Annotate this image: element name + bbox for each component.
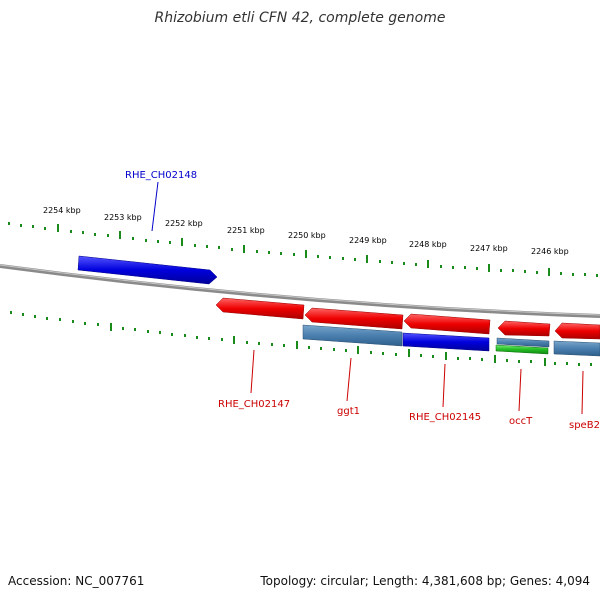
scale-label-2248: 2248 kbp [409, 240, 447, 249]
gene-arrow-speB2[interactable] [554, 322, 600, 340]
map-title: Rhizobium etli CFN 42, complete genome [154, 10, 446, 26]
gene-arrow-RHE_CH02145[interactable] [403, 313, 491, 335]
leader-ggt1 [346, 357, 352, 402]
lower-scale [10, 311, 592, 366]
gene-label-speB2[interactable]: speB2 [569, 420, 600, 431]
accession-text: Accession: NC_007761 [8, 574, 145, 588]
leader-RHE_CH02145 [442, 363, 446, 408]
genome-backbone-highlight [0, 264, 600, 316]
cds-bar-speB2[interactable] [553, 340, 600, 357]
rna-bar-occT[interactable] [495, 344, 549, 355]
gene-label-RHE_CH02147[interactable]: RHE_CH02147 [218, 399, 290, 410]
cds-bar-ggt1[interactable] [302, 324, 403, 347]
scale-label-2249: 2249 kbp [349, 236, 387, 245]
gene-label-occT[interactable]: occT [509, 416, 533, 427]
scale-label-2252: 2252 kbp [165, 219, 203, 228]
scale-label-2247: 2247 kbp [470, 244, 508, 253]
cds-bar-RHE_CH02145[interactable] [402, 332, 490, 352]
scale-label-2246: 2246 kbp [531, 247, 569, 256]
gene-arrow-RHE_CH02147[interactable] [215, 297, 305, 320]
gene-arrow-occT[interactable] [497, 320, 551, 337]
gene-label-ggt1[interactable]: ggt1 [337, 406, 360, 417]
gene-label-RHE_CH02148[interactable]: RHE_CH02148 [125, 170, 197, 181]
leader-speB2 [581, 370, 584, 415]
genome-stats-text: Topology: circular; Length: 4,381,608 bp… [260, 574, 590, 588]
scale-label-2254: 2254 kbp [43, 206, 81, 215]
genome-backbone [0, 264, 600, 318]
upper-scale [8, 222, 598, 277]
scale-label-2251: 2251 kbp [227, 226, 265, 235]
leader-RHE_CH02147 [250, 349, 255, 394]
gene-arrow-RHE_CH02148[interactable] [77, 255, 218, 285]
scale-label-2253: 2253 kbp [104, 213, 142, 222]
leader-RHE_CH02148 [151, 181, 159, 232]
cds-bar-occT[interactable] [496, 337, 550, 348]
gene-arrow-ggt1[interactable] [304, 307, 404, 330]
leader-occT [518, 368, 522, 412]
gene-label-RHE_CH02145[interactable]: RHE_CH02145 [409, 412, 481, 423]
scale-label-2250: 2250 kbp [288, 231, 326, 240]
